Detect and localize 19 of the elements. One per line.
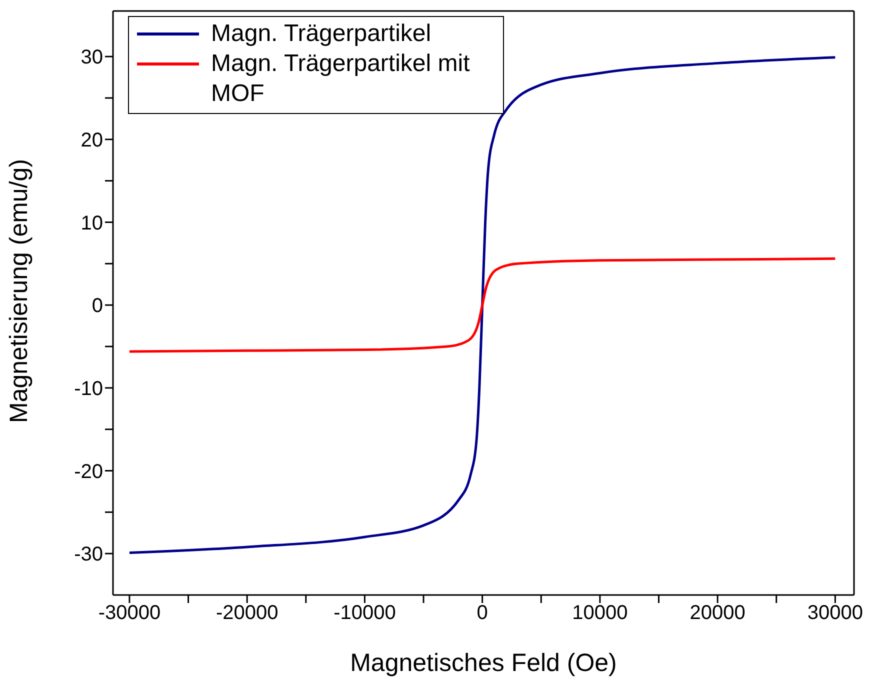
y-tick-label: 10 [80,212,103,234]
y-tick-label: -10 [74,378,103,400]
y-tick-label: -30 [74,544,103,566]
x-tick-label: -30000 [98,602,161,624]
x-tick-label: 30000 [807,602,863,624]
y-tick-label: 0 [92,295,103,318]
y-axis-title: Magnetisierung (emu/g) [4,158,33,423]
x-tick-label: 20000 [690,602,746,624]
legend-label: Magn. Trägerpartikel [211,19,432,49]
x-tick-label: 10000 [572,602,628,624]
y-tick-label: 20 [80,129,103,152]
x-tick-label: 0 [476,602,488,624]
legend-label: Magn. Trägerpartikel mit MOF [211,49,471,109]
x-tick-label: -10000 [334,602,396,624]
line-series [128,257,836,353]
x-tick-label: -20000 [216,602,278,624]
y-tick-label: 30 [80,46,103,69]
x-axis-title: Magnetisches Feld (Oe) [350,649,617,677]
y-tick-label: -20 [74,460,103,483]
